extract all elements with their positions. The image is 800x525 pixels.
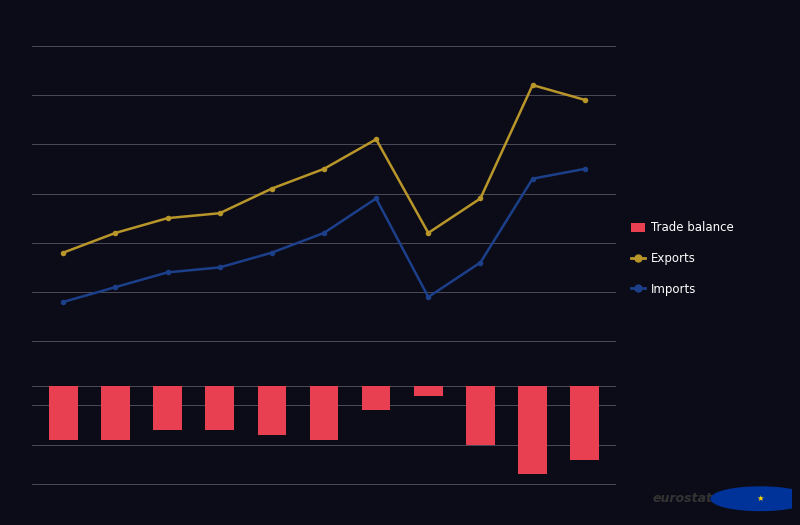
Circle shape xyxy=(711,487,800,510)
Bar xyxy=(258,386,286,435)
Text: eurostat: eurostat xyxy=(653,492,713,505)
Bar xyxy=(49,386,78,440)
Bar xyxy=(570,386,599,460)
Bar xyxy=(101,386,130,440)
Text: ★: ★ xyxy=(757,494,764,503)
Bar xyxy=(310,386,338,440)
Bar xyxy=(414,386,442,395)
Bar xyxy=(466,386,494,445)
Legend: Trade balance, Exports, Imports: Trade balance, Exports, Imports xyxy=(631,221,734,296)
Bar xyxy=(362,386,390,411)
Bar xyxy=(154,386,182,430)
Bar xyxy=(206,386,234,430)
Bar xyxy=(518,386,547,475)
